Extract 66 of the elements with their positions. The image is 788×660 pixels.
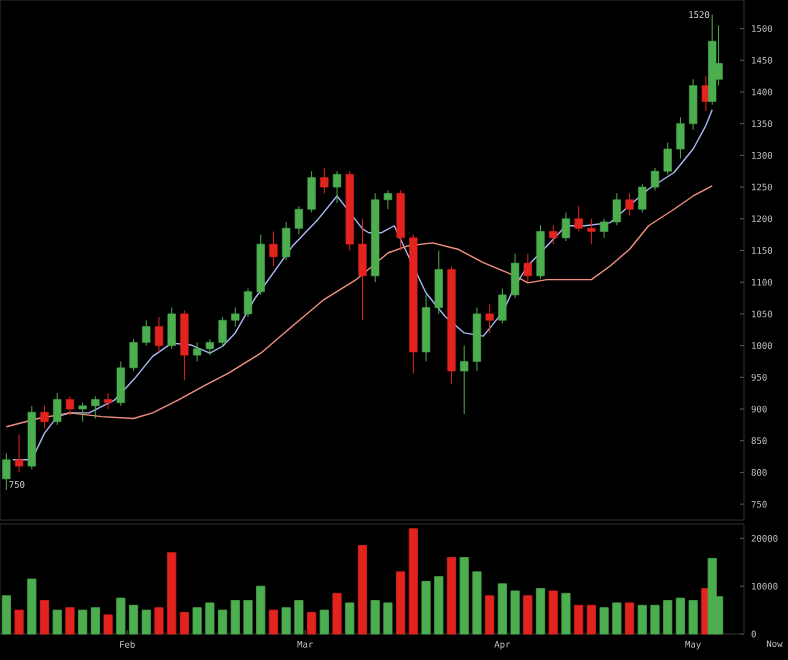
bar (268, 609, 278, 635)
candlestick (167, 307, 176, 350)
bar (14, 609, 24, 635)
bar (103, 614, 113, 635)
bar (78, 609, 88, 635)
bar (357, 545, 367, 635)
bar (625, 602, 635, 635)
bar (408, 528, 418, 635)
bar (446, 557, 457, 635)
candlestick (142, 319, 151, 347)
candlestick (396, 189, 405, 251)
candlestick (53, 392, 62, 426)
candlestick (332, 170, 342, 204)
candlestick (625, 192, 634, 217)
bar (523, 595, 533, 635)
candlestick (103, 392, 113, 410)
candlestick (320, 167, 329, 194)
bar (1, 595, 11, 635)
candlestick (256, 234, 265, 296)
bar (485, 595, 495, 635)
candlestick (14, 433, 24, 473)
candlestick (498, 288, 507, 324)
bar (586, 604, 596, 635)
candlestick (358, 218, 367, 321)
candlestick (587, 218, 596, 245)
candlestick (561, 211, 571, 242)
candlestick (510, 253, 520, 299)
bar (307, 612, 317, 635)
candlestick (218, 316, 227, 347)
candlestick (269, 230, 278, 267)
candlestick (307, 170, 316, 213)
bar (574, 604, 584, 635)
bar (52, 609, 62, 635)
candlestick (485, 303, 494, 334)
candlestick (243, 288, 253, 318)
bar (65, 607, 75, 635)
candlestick (40, 405, 49, 429)
candlestick (638, 183, 647, 213)
candlestick (536, 224, 545, 280)
bar (27, 578, 37, 635)
bar (345, 602, 355, 635)
bar (396, 571, 406, 635)
candlestick (650, 167, 660, 191)
candlestick (116, 360, 125, 407)
candlestick (676, 116, 685, 160)
candlestick (91, 395, 100, 420)
candlestick (78, 402, 87, 423)
candlestick (154, 316, 164, 353)
bar (179, 612, 189, 635)
bar (535, 588, 546, 635)
bar (332, 592, 342, 635)
bar (561, 592, 571, 635)
candlestick (180, 310, 189, 381)
bar (319, 609, 329, 635)
candlestick (549, 224, 558, 245)
candlestick (65, 395, 75, 416)
candlestick (574, 205, 583, 232)
candlestick (2, 452, 11, 491)
candlestick (663, 142, 672, 175)
candlestick (129, 338, 138, 372)
bar (39, 600, 50, 635)
candlestick (231, 307, 240, 328)
bar (90, 607, 100, 635)
bar (548, 590, 558, 635)
candlestick (689, 78, 698, 131)
candlestick (523, 253, 532, 283)
